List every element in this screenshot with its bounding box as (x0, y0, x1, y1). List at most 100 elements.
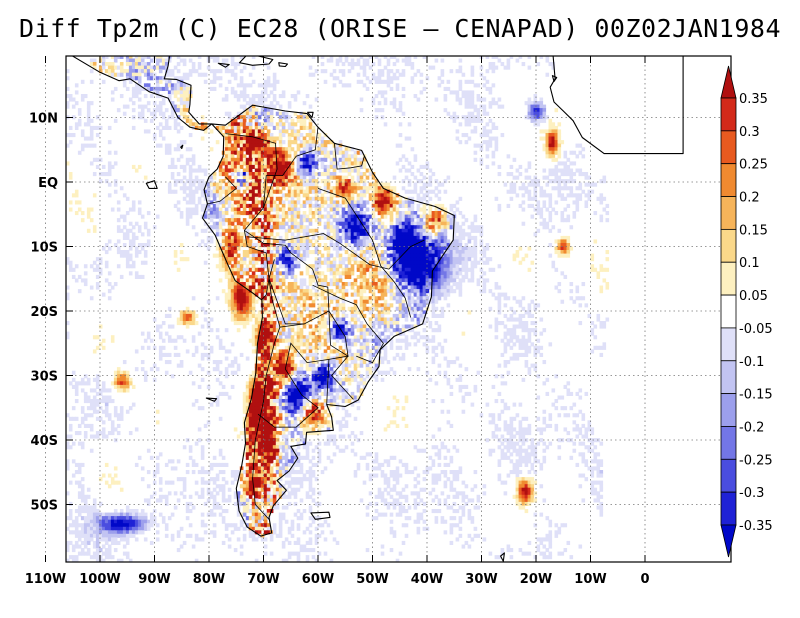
field-cell (521, 62, 526, 67)
field-cell (383, 90, 388, 95)
field-cell (248, 143, 253, 148)
field-cell (335, 143, 340, 148)
field-cell (326, 289, 331, 294)
field-cell (86, 118, 91, 123)
field-cell (368, 221, 373, 226)
field-cell (425, 260, 430, 265)
field-cell (356, 274, 361, 279)
field-cell (329, 157, 334, 162)
field-cell (383, 200, 388, 205)
field-cell (386, 83, 391, 88)
field-cell (467, 104, 472, 109)
field-cell (365, 232, 370, 237)
field-cell (317, 196, 322, 201)
field-cell (314, 172, 319, 177)
field-cell (326, 264, 331, 269)
field-cell (473, 150, 478, 155)
field-cell (128, 69, 133, 74)
field-cell (326, 150, 331, 155)
field-cell (275, 218, 280, 223)
field-cell (554, 143, 559, 148)
field-cell (440, 58, 445, 63)
field-cell (548, 62, 553, 67)
field-cell (66, 143, 70, 148)
field-cell (230, 239, 235, 244)
field-cell (416, 292, 421, 297)
field-cell (362, 193, 367, 198)
field-cell (245, 221, 250, 226)
field-cell (419, 303, 424, 308)
field-cell (251, 94, 256, 99)
field-cell (341, 186, 346, 191)
field-cell (518, 299, 523, 304)
field-cell (347, 189, 352, 194)
field-cell (407, 62, 412, 67)
field-cell (251, 182, 256, 187)
field-cell (218, 129, 223, 134)
field-cell (230, 253, 235, 258)
field-cell (575, 207, 580, 212)
field-cell (290, 225, 295, 230)
field-cell (446, 239, 451, 244)
field-cell (153, 51, 157, 55)
field-cell (347, 235, 352, 240)
field-cell (275, 122, 280, 127)
field-cell (248, 274, 253, 279)
field-cell (338, 157, 343, 162)
field-cell (389, 228, 394, 233)
field-cell (320, 164, 325, 169)
field-cell (200, 228, 205, 233)
field-cell (266, 292, 271, 297)
field-cell (134, 56, 139, 59)
field-cell (215, 56, 220, 59)
field-cell (554, 136, 559, 141)
field-cell (395, 282, 400, 287)
field-cell (344, 147, 349, 152)
field-cell (308, 147, 313, 152)
field-cell (107, 62, 112, 67)
field-cell (299, 122, 304, 127)
field-cell (254, 200, 259, 205)
field-cell (272, 175, 277, 180)
field-cell (410, 62, 415, 67)
field-cell (272, 143, 277, 148)
field-cell (341, 285, 346, 290)
field-cell (140, 62, 145, 67)
field-cell (332, 211, 337, 216)
field-cell (230, 214, 235, 219)
field-cell (374, 285, 379, 290)
field-cell (356, 211, 361, 216)
field-cell (398, 101, 403, 106)
field-cell (27, 211, 31, 215)
field-cell (284, 253, 289, 258)
field-cell (107, 296, 112, 301)
field-cell (263, 232, 268, 237)
field-cell (281, 129, 286, 134)
field-cell (9, 261, 13, 265)
field-cell (404, 56, 409, 59)
field-cell (440, 221, 445, 226)
field-cell (278, 271, 283, 276)
field-cell (86, 108, 91, 113)
field-cell (359, 246, 364, 251)
field-cell (290, 292, 295, 297)
field-cell (377, 303, 382, 308)
field-cell (443, 264, 448, 269)
field-cell (266, 232, 271, 237)
field-cell (185, 147, 190, 152)
field-cell (260, 221, 265, 226)
field-cell (473, 129, 478, 134)
field-cell (344, 243, 349, 248)
field-cell (266, 253, 271, 258)
field-cell (251, 282, 256, 287)
field-cell (455, 282, 460, 287)
field-cell (584, 175, 589, 180)
field-cell (434, 299, 439, 304)
field-cell (272, 189, 277, 194)
field-cell (233, 161, 238, 166)
field-cell (248, 243, 253, 248)
field-cell (236, 285, 241, 290)
field-cell (386, 271, 391, 276)
field-cell (491, 62, 496, 67)
field-cell (128, 72, 133, 77)
